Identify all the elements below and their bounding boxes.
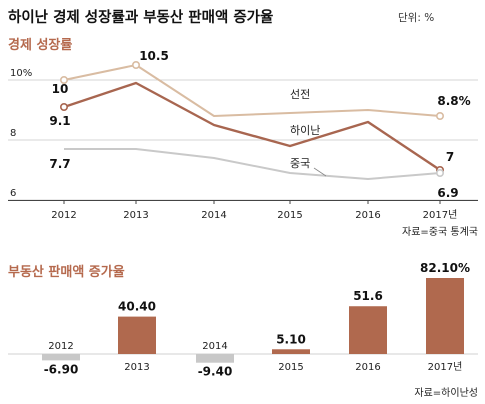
x-tick-label: 2016 (355, 210, 380, 221)
bar (196, 354, 234, 363)
series-line-china (64, 148, 441, 180)
data-label: 9.1 (49, 114, 70, 128)
line-chart-title: 경제 성장률 (8, 37, 72, 53)
bar-value-label: -9.40 (198, 365, 233, 379)
y-tick-label: 10% (10, 68, 32, 79)
line-chart: 경제 성장률 자료=중국 통계국 6 8 10% 2012 2013 2014 2015 20… (8, 37, 478, 238)
series-line-hainan (63, 81, 441, 171)
unit-label: 단위: % (398, 11, 434, 24)
bar (272, 349, 310, 354)
bar (426, 278, 464, 354)
main-title: 하이난 경제 성장률과 부동산 판매액 증가율 (8, 8, 273, 26)
bar-chart-source: 자료=하이난성 (414, 386, 478, 399)
bar-chart: 부동산 판매액 증가율 자료=하이난성 2012 -6.90 40.40 2013 20… (8, 261, 478, 399)
bar (42, 354, 80, 361)
series-label-seonjeon: 선전 (290, 88, 310, 101)
series-label-china: 중국 (290, 157, 310, 170)
bar-value-label: 51.6 (353, 289, 383, 303)
line-chart-source: 자료=중국 통계국 (402, 226, 478, 238)
x-tick-label: 2013 (123, 210, 148, 221)
category-label: 2017년 (428, 361, 463, 373)
leader-line (313, 167, 327, 177)
data-label: 6.9 (437, 186, 458, 200)
bar-value-label: 5.10 (276, 332, 306, 346)
x-tick-label: 2017년 (423, 209, 458, 221)
x-tick-label: 2015 (277, 210, 302, 221)
bar (118, 316, 156, 354)
series-line-seonjeon (63, 64, 441, 117)
data-label: 10.5 (139, 49, 169, 63)
data-point (132, 60, 141, 69)
bar-chart-title: 부동산 판매액 증가율 (8, 264, 125, 280)
bar-value-label: 40.40 (118, 300, 156, 314)
x-tick-label: 2012 (51, 210, 76, 221)
data-point (59, 103, 68, 112)
category-label: 2015 (278, 362, 303, 373)
category-label: 2016 (355, 362, 380, 373)
y-tick-label: 6 (10, 188, 16, 199)
category-label: 2012 (48, 341, 73, 352)
data-label: 10 (52, 82, 69, 96)
x-tick-label: 2014 (201, 210, 226, 221)
category-label: 2013 (124, 362, 149, 373)
data-point (435, 169, 444, 178)
data-label: 7 (446, 150, 454, 164)
data-point (59, 76, 68, 85)
bar-value-label: 82.10% (420, 261, 470, 275)
data-label: 7.7 (49, 157, 70, 171)
y-tick-label: 8 (10, 128, 16, 139)
series-label-hainan: 하이난 (290, 123, 320, 137)
bar-value-label: -6.90 (44, 362, 79, 376)
data-label: 8.8% (437, 94, 470, 108)
data-point (435, 112, 444, 121)
bar (349, 306, 387, 354)
category-label: 2014 (202, 341, 227, 352)
